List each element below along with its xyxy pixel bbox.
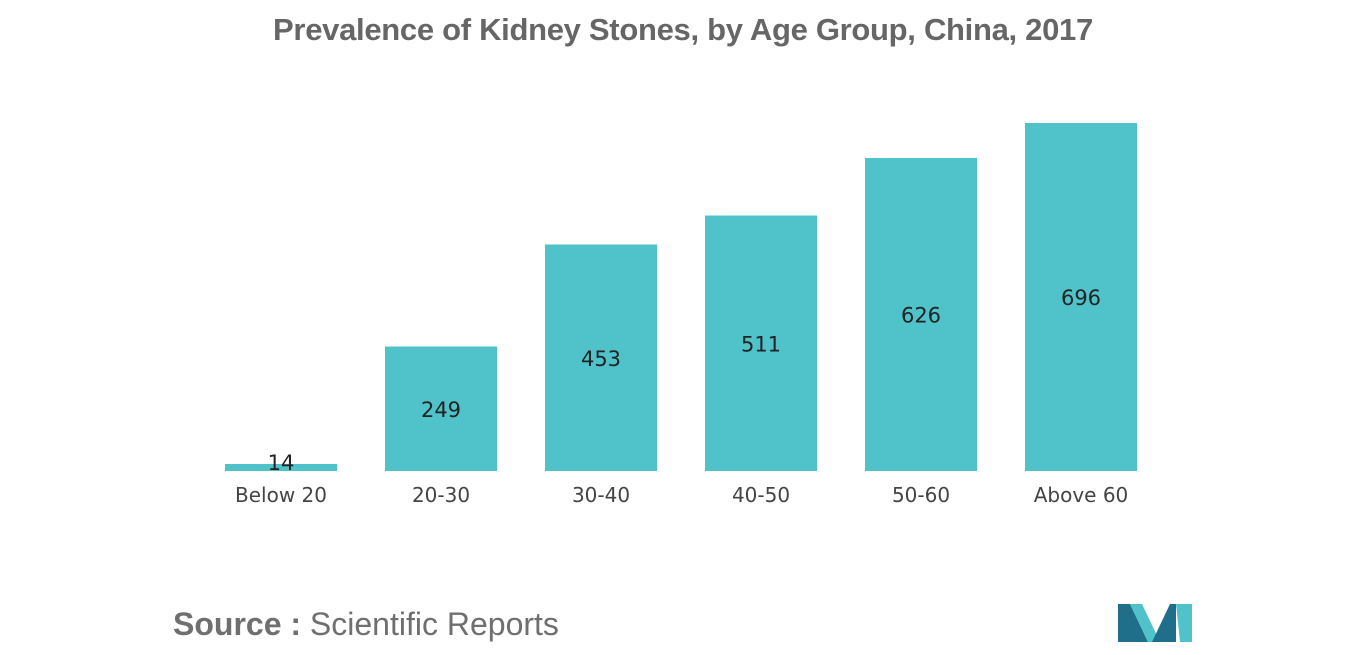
source-text: Scientific Reports bbox=[309, 606, 559, 642]
bar-20-30 bbox=[385, 346, 497, 471]
bars-group bbox=[225, 123, 1137, 471]
mordor-intelligence-logo-icon bbox=[1118, 604, 1192, 642]
value-label-20-30: 249 bbox=[421, 398, 461, 422]
bar-30-40 bbox=[545, 244, 657, 471]
x-tick-label-50-60: 50-60 bbox=[892, 483, 950, 507]
bar-40-50 bbox=[705, 215, 817, 471]
value-label-30-40: 453 bbox=[581, 347, 621, 371]
value-label-40-50: 511 bbox=[741, 332, 781, 356]
bar-below-20 bbox=[225, 464, 337, 471]
value-label-above-60: 696 bbox=[1061, 286, 1101, 310]
x-tick-labels-group: Below 20 20-30 30-40 40-50 50-60 Above 60 bbox=[235, 483, 1128, 507]
bar-50-60 bbox=[865, 158, 977, 471]
bar-above-60 bbox=[1025, 123, 1137, 471]
x-tick-label-below-20: Below 20 bbox=[235, 483, 327, 507]
value-label-below-20: 14 bbox=[268, 451, 295, 475]
source-label: Source : bbox=[173, 606, 302, 642]
x-tick-label-20-30: 20-30 bbox=[412, 483, 470, 507]
value-label-50-60: 626 bbox=[901, 304, 941, 328]
x-tick-label-above-60: Above 60 bbox=[1034, 483, 1129, 507]
bar-chart: 14 249 453 511 626 696 Below 20 20-30 30-40 40-5… bbox=[225, 123, 1137, 507]
source-note: Source : Scientific Reports bbox=[173, 606, 559, 643]
chart-title: Prevalence of Kidney Stones, by Age Grou… bbox=[273, 12, 1093, 47]
value-labels-group: 14 249 453 511 626 696 bbox=[268, 286, 1101, 475]
x-tick-label-30-40: 30-40 bbox=[572, 483, 630, 507]
x-tick-label-40-50: 40-50 bbox=[732, 483, 790, 507]
